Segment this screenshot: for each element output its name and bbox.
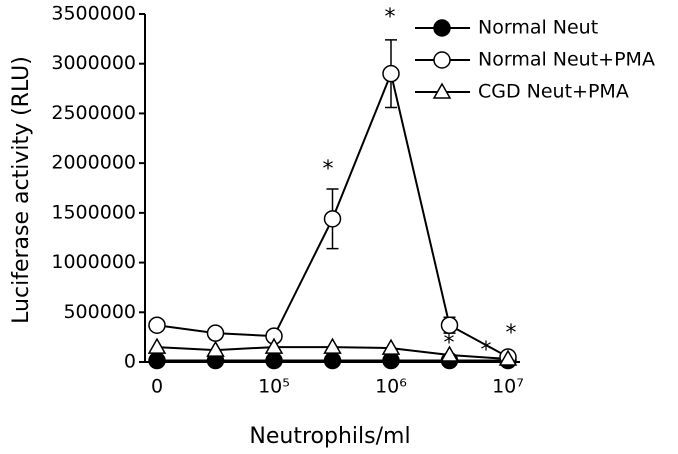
y-tick-label: 3000000 bbox=[51, 52, 136, 74]
x-tick-label: 10⁶ bbox=[375, 376, 407, 398]
marker bbox=[382, 351, 400, 370]
marker bbox=[323, 337, 342, 354]
marker bbox=[498, 349, 518, 366]
x-tick-label: 10⁷ bbox=[492, 376, 524, 398]
x-axis-title: Neutrophils/ml bbox=[249, 424, 410, 449]
legend-label: CGD Neut+PMA bbox=[478, 81, 629, 103]
annotation: * bbox=[506, 321, 517, 346]
y-tick-label: 2500000 bbox=[51, 102, 136, 124]
y-axis-title: Luciferase activity (RLU) bbox=[9, 56, 34, 324]
marker bbox=[148, 351, 166, 370]
marker bbox=[265, 351, 283, 370]
marker bbox=[147, 337, 167, 354]
annotation: * bbox=[444, 331, 455, 356]
x-tick-label: 0 bbox=[151, 376, 163, 398]
y-tick-label: 500000 bbox=[63, 301, 136, 323]
marker bbox=[440, 345, 459, 362]
annotation: * bbox=[323, 157, 334, 182]
y-tick-label: 1000000 bbox=[51, 251, 136, 273]
marker bbox=[323, 351, 342, 370]
marker bbox=[432, 82, 452, 99]
x-tick-label: 10⁵ bbox=[258, 376, 290, 398]
annotation: * bbox=[481, 338, 492, 363]
marker bbox=[206, 340, 225, 357]
y-tick-label: 3500000 bbox=[51, 3, 136, 25]
marker bbox=[264, 337, 284, 354]
marker bbox=[206, 324, 225, 342]
marker bbox=[381, 338, 401, 355]
legend-label: Normal Neut+PMA bbox=[478, 49, 655, 71]
y-tick-label: 1500000 bbox=[51, 201, 136, 223]
marker bbox=[433, 19, 451, 37]
y-tick-label: 0 bbox=[124, 351, 136, 373]
marker bbox=[382, 64, 400, 83]
marker bbox=[323, 210, 342, 228]
legend-label: Normal Neut bbox=[478, 17, 598, 39]
y-tick-label: 2000000 bbox=[51, 152, 136, 174]
annotation: * bbox=[385, 5, 396, 30]
marker bbox=[440, 316, 459, 334]
marker bbox=[148, 316, 166, 334]
marker bbox=[433, 51, 451, 69]
